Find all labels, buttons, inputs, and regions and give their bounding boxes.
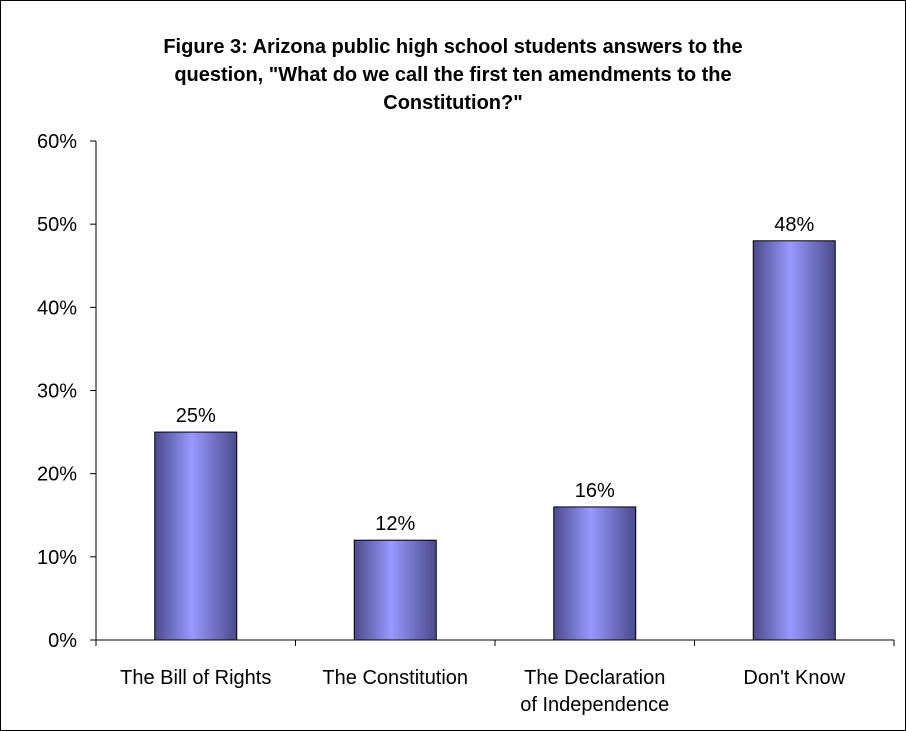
plot-area: 0% 10% 20% 30% 40% 50% 60% 25% The Bill of Right…	[37, 131, 895, 716]
data-label: 48%	[774, 214, 814, 236]
y-tick-label: 10%	[37, 547, 77, 569]
y-tick-label: 60%	[37, 131, 77, 153]
y-tick-label: 20%	[37, 464, 77, 486]
data-label: 25%	[176, 405, 216, 427]
y-tick-label: 50%	[37, 214, 77, 236]
bar	[154, 431, 238, 641]
data-label: 12%	[375, 513, 415, 535]
y-tick-label: 0%	[48, 630, 77, 652]
y-tick-label: 30%	[37, 381, 77, 403]
x-category-label: Don't Know	[743, 667, 845, 689]
x-category-label: of Independence	[520, 694, 669, 716]
chart-title-line-2: question, "What do we call the first ten…	[174, 64, 731, 86]
x-category-label: The Declaration	[524, 667, 665, 689]
bar	[553, 506, 637, 641]
data-label: 16%	[575, 480, 615, 502]
y-tick-label: 40%	[37, 297, 77, 319]
x-category-label: The Constitution	[322, 667, 468, 689]
x-category-label: The Bill of Rights	[120, 667, 271, 689]
bar	[353, 539, 437, 641]
chart-title-line-3: Constitution?"	[383, 92, 522, 114]
bar	[752, 240, 836, 641]
chart-title-line-1: Figure 3: Arizona public high school stu…	[163, 36, 742, 58]
